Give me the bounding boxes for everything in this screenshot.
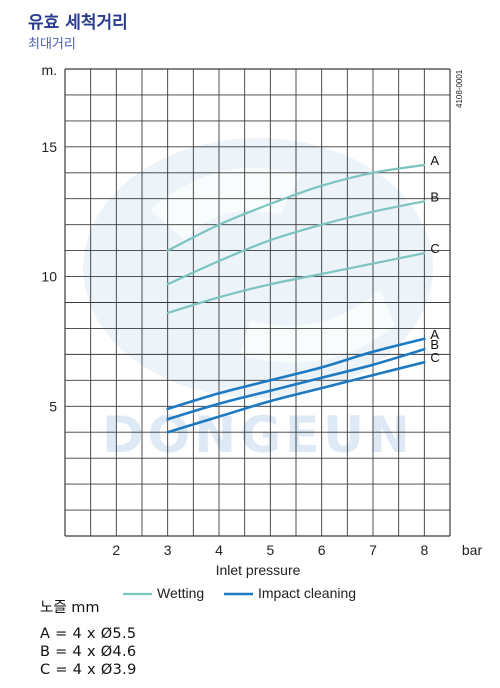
axis-labels: 5 10 15 m. 2 3 4 5 6 7 8 bar Inlet pressure 4108-0001 <box>41 62 482 578</box>
legend-label-impact: Impact cleaning <box>258 585 356 601</box>
nozzle-row-c: C = 4 x Ø3.9 <box>40 662 137 678</box>
x-tick-label: 3 <box>164 542 172 558</box>
series-line-impact-a <box>166 337 426 411</box>
series-label-wetting-a: A <box>430 153 439 168</box>
series-label-wetting-c: C <box>430 241 439 256</box>
series-label-impact-c: C <box>430 350 439 365</box>
x-tick-label: 7 <box>369 542 377 558</box>
page-title: 유효 세척거리 <box>28 13 128 33</box>
series-line-wetting-c <box>166 252 426 314</box>
watermark-logo-stroke <box>150 167 300 240</box>
nozzle-row-a: A = 4 x Ø5.5 <box>40 626 137 642</box>
x-axis-title: Inlet pressure <box>216 562 301 578</box>
x-tick-label: 5 <box>266 542 274 558</box>
figure-code: 4108-0001 <box>455 69 464 108</box>
x-tick-label: 8 <box>420 542 428 558</box>
chart-grid <box>64 68 451 537</box>
x-tick-label: 4 <box>215 542 223 558</box>
nozzle-table: 노즐 mm A = 4 x Ø5.5 B = 4 x Ø4.6 C = 4 x … <box>40 596 137 679</box>
nozzle-header: 노즐 mm <box>40 600 100 616</box>
series-line-impact-b <box>166 347 426 421</box>
series-label-impact-a: A <box>430 327 439 342</box>
watermark: DONGEUN <box>83 138 433 464</box>
page-subtitle: 최대거리 <box>28 37 76 52</box>
series-line-wetting-b <box>166 200 426 286</box>
legend-label-wetting: Wetting <box>157 585 204 601</box>
series-line-impact-c <box>166 360 426 434</box>
nozzle-row-b: B = 4 x Ø4.6 <box>40 644 137 660</box>
watermark-logo-stroke <box>240 290 395 363</box>
series-label-wetting-b: B <box>430 189 439 204</box>
watermark-text: DONGEUN <box>102 406 414 464</box>
y-tick-label: 5 <box>49 398 57 414</box>
y-unit-label: m. <box>41 62 57 78</box>
x-tick-label: 6 <box>318 542 326 558</box>
x-tick-label: 2 <box>112 542 120 558</box>
series-line-wetting-a <box>166 163 426 252</box>
y-tick-label: 15 <box>41 139 57 155</box>
chart-legend: Wetting Impact cleaning <box>123 585 356 601</box>
x-unit-label: bar <box>462 542 483 558</box>
y-tick-label: 10 <box>41 269 57 285</box>
series-label-impact-b: B <box>430 337 439 352</box>
